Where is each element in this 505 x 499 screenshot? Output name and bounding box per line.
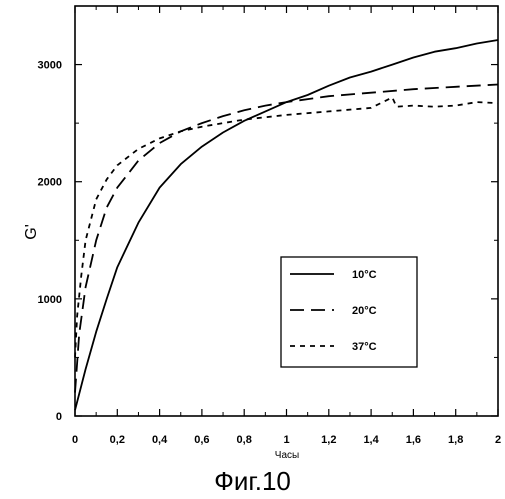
x-tick-label: 1,4 (363, 434, 379, 446)
x-tick-label: 1,2 (321, 434, 336, 446)
x-tick-label: 1 (283, 434, 289, 446)
y-tick-label: 2000 (38, 177, 62, 189)
y-axis-label: G' (23, 224, 40, 240)
legend-label-37c: 37°C (352, 341, 377, 353)
y-axis: 0 1000 2000 3000 (38, 60, 498, 423)
x-tick-label: 0,2 (110, 434, 125, 446)
legend-label-20c: 20°C (352, 305, 377, 317)
x-tick-label: 2 (495, 434, 501, 446)
plot-frame (75, 6, 498, 416)
legend: 10°C 20°C 37°C (281, 257, 417, 367)
x-axis-label: Часы (275, 450, 299, 461)
x-tick-label: 1,6 (406, 434, 421, 446)
x-tick-label: 0,6 (194, 434, 209, 446)
plot-area-border (75, 6, 498, 416)
series-line-10c (75, 40, 498, 410)
x-tick-label: 1,8 (448, 434, 463, 446)
x-tick-label: 0,4 (152, 434, 168, 446)
legend-label-10c: 10°C (352, 269, 377, 281)
y-tick-label: 3000 (38, 60, 62, 72)
x-tick-label: 0,8 (237, 434, 252, 446)
series-line-20c (75, 85, 498, 393)
x-tick-label: 0 (72, 434, 78, 446)
y-tick-label: 1000 (38, 294, 62, 306)
figure-caption: Фиг.10 (0, 466, 505, 497)
series-lines (75, 40, 498, 410)
y-tick-label: 0 (56, 411, 62, 423)
series-line-37c (75, 97, 498, 357)
